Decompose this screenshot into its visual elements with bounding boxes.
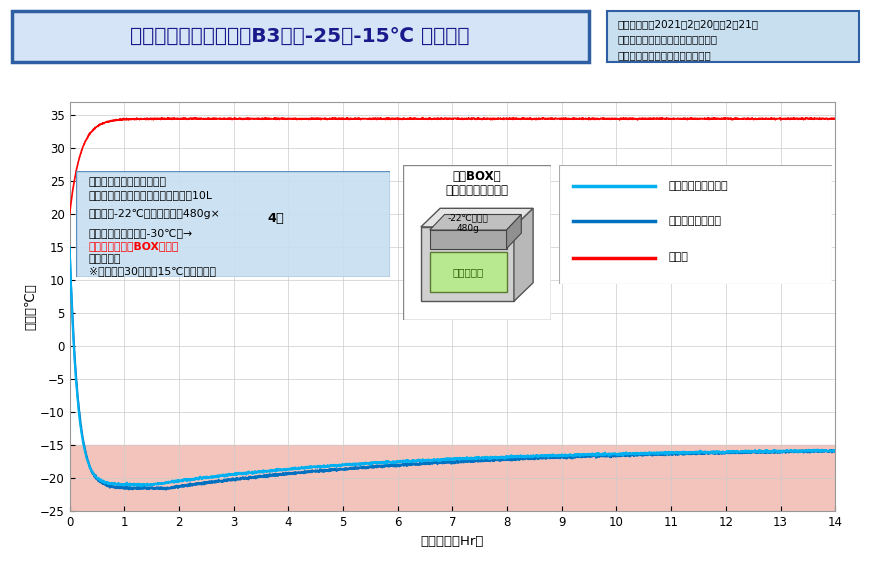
Polygon shape: [421, 208, 533, 227]
Text: 定温輸送容器セット　B3案　-25～-15℃ 温度試験: 定温輸送容器セット B3案 -25～-15℃ 温度試験: [130, 27, 469, 47]
Text: アルミ内箱: アルミ内箱: [452, 267, 483, 277]
Text: 試験実施日：2021年2月20日～2月21日
試験実施場所　：　㈱スギヤマゲン
試験実施者　：　㈱スギヤマゲン: 試験実施日：2021年2月20日～2月21日 試験実施場所 ： ㈱スギヤマゲン …: [617, 19, 758, 60]
Text: 取り出し直後にBOX内投入: 取り出し直後にBOX内投入: [89, 241, 179, 251]
Polygon shape: [429, 230, 506, 249]
Text: ※内箱開始30分前に15℃冷蔵庫投入: ※内箱開始30分前に15℃冷蔵庫投入: [89, 266, 216, 277]
Polygon shape: [421, 227, 514, 301]
Text: 外気温: 外気温: [667, 253, 687, 262]
Text: 投入条件：冷凍庫（-30℃）→: 投入条件：冷凍庫（-30℃）→: [89, 228, 193, 239]
Text: アルミ内箱: アルミ内箱: [89, 254, 121, 264]
Text: 480g: 480g: [456, 224, 479, 233]
Polygon shape: [429, 215, 521, 230]
Text: 保冷剤セッティング: 保冷剤セッティング: [445, 183, 507, 197]
FancyBboxPatch shape: [607, 11, 858, 62]
Text: 発泡BOX内: 発泡BOX内: [452, 170, 501, 182]
X-axis label: 経過時間（Hr）: 経過時間（Hr）: [421, 534, 483, 548]
FancyBboxPatch shape: [402, 165, 550, 320]
FancyBboxPatch shape: [76, 172, 389, 277]
Text: ＜温度計測試験実施条件＞: ＜温度計測試験実施条件＞: [89, 177, 167, 187]
Text: アルミ内箱内スミ: アルミ内箱内スミ: [667, 216, 720, 225]
FancyBboxPatch shape: [11, 11, 588, 62]
Y-axis label: 温度（℃）: 温度（℃）: [24, 283, 37, 330]
Text: アルミ内箱内中心部: アルミ内箱内中心部: [667, 181, 727, 191]
Polygon shape: [506, 215, 521, 249]
Polygon shape: [514, 208, 533, 301]
Polygon shape: [429, 252, 506, 292]
FancyBboxPatch shape: [559, 165, 832, 283]
Text: 4枚: 4枚: [267, 212, 284, 224]
Text: 使用ボックス　：　発泡ボックス　10L: 使用ボックス ： 発泡ボックス 10L: [89, 190, 212, 201]
Bar: [70, 445, 834, 511]
Text: -22℃保冷剤: -22℃保冷剤: [448, 213, 488, 222]
Text: 保冷剤：-22℃融点保冷剤　480g×: 保冷剤：-22℃融点保冷剤 480g×: [89, 210, 220, 219]
